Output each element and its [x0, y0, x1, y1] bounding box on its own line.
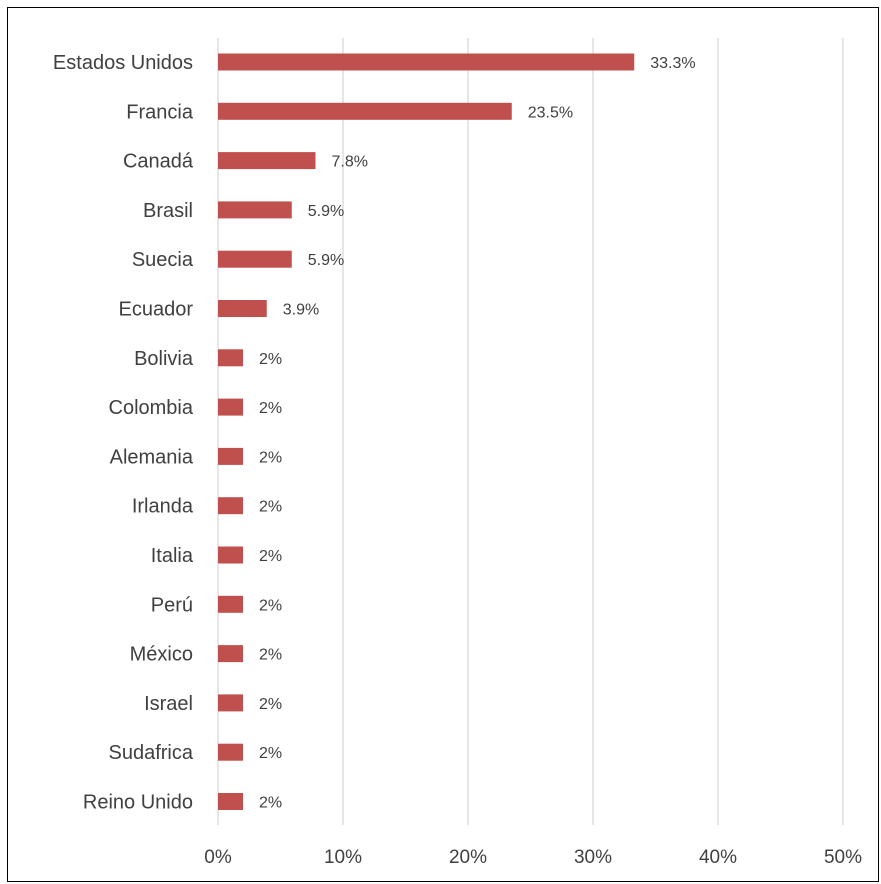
data-label: 2%	[259, 647, 282, 664]
x-tick-label: 40%	[699, 847, 737, 868]
data-label: 2%	[259, 745, 282, 762]
category-label: Israel	[144, 693, 193, 715]
category-label: Alemania	[110, 446, 194, 468]
category-label: México	[130, 644, 193, 666]
data-label: 2%	[259, 400, 282, 417]
data-label: 5.9%	[308, 252, 344, 269]
category-label: Sudafrica	[109, 742, 194, 764]
category-label: Irlanda	[132, 496, 194, 518]
data-labels: 33.3% 23.5% 7.8% 5.9% 5.9% 3.9% 2% 2% 2% 2% 2% 2% 2%…	[259, 55, 696, 812]
bar	[218, 743, 243, 761]
category-label: Italia	[151, 545, 194, 567]
x-tick-label: 0%	[204, 847, 232, 868]
category-label: Suecia	[132, 249, 194, 271]
bar	[218, 694, 243, 712]
data-label: 2%	[259, 548, 282, 565]
bar	[218, 398, 243, 416]
bar	[218, 793, 243, 810]
category-label: Estados Unidos	[53, 52, 193, 74]
bar	[218, 250, 292, 268]
data-label: 2%	[259, 597, 282, 614]
x-tick-label: 30%	[574, 847, 612, 868]
data-label: 23.5%	[528, 104, 573, 121]
data-label: 2%	[259, 696, 282, 713]
category-label: Colombia	[109, 397, 194, 419]
x-axis-tick-labels: 0% 10% 20% 30% 40% 50%	[204, 847, 862, 868]
data-label: 5.9%	[308, 203, 344, 220]
category-label: Canadá	[123, 151, 194, 173]
x-tick-label: 20%	[449, 847, 487, 868]
data-label: 2%	[259, 351, 282, 368]
bar	[218, 595, 243, 613]
bar	[218, 152, 316, 170]
bar	[218, 201, 292, 219]
bar	[218, 546, 243, 564]
chart-frame	[7, 7, 879, 882]
bar	[218, 349, 243, 367]
x-tick-label: 10%	[324, 847, 362, 868]
category-label: Bolivia	[134, 348, 194, 370]
data-label: 2%	[259, 795, 282, 812]
data-label: 2%	[259, 449, 282, 466]
data-label: 7.8%	[332, 154, 368, 171]
category-label: Francia	[126, 101, 194, 123]
x-tick-label: 50%	[824, 847, 862, 868]
data-label: 33.3%	[650, 55, 695, 72]
bars	[218, 53, 635, 810]
data-label: 3.9%	[283, 302, 319, 319]
category-label: Reino Unido	[83, 792, 193, 814]
bar	[218, 53, 635, 71]
bar	[218, 447, 243, 465]
bar	[218, 497, 243, 515]
bar	[218, 300, 267, 317]
bar	[218, 102, 512, 120]
data-label: 2%	[259, 499, 282, 516]
category-label: Ecuador	[119, 299, 194, 321]
category-labels: Estados Unidos Francia Canadá Brasil Suecia E…	[53, 52, 194, 814]
gridlines	[217, 38, 844, 825]
bar	[218, 645, 243, 663]
category-label: Perú	[151, 594, 193, 616]
category-label: Brasil	[143, 200, 193, 222]
